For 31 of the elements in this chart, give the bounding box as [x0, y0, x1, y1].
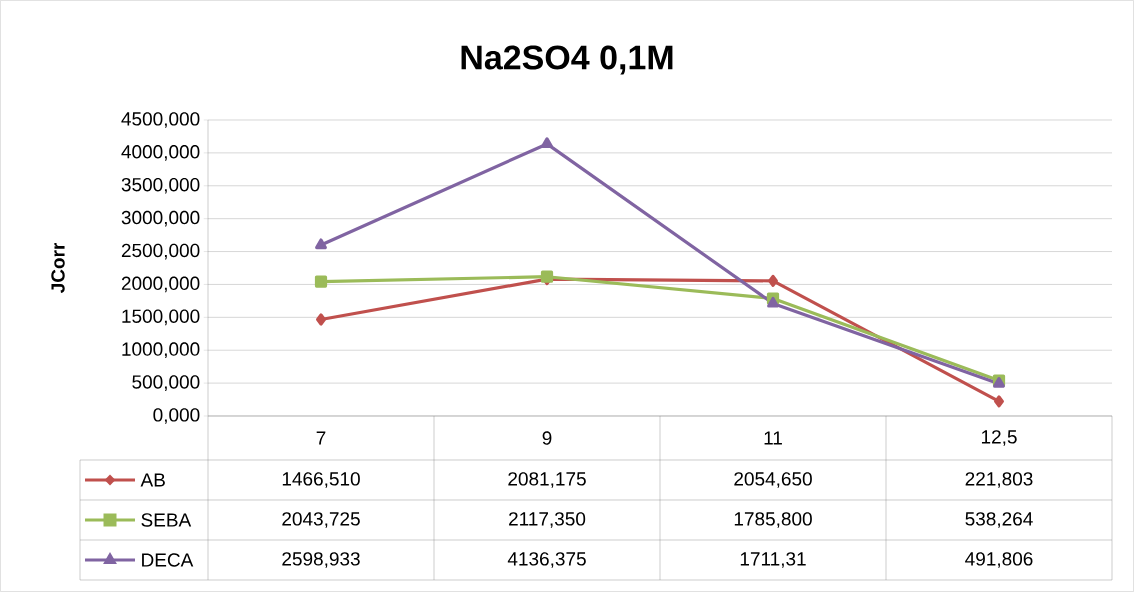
y-axis-title: JCorr: [51, 242, 65, 294]
y-tick-label: 2000,000: [121, 276, 200, 293]
data-label: 1711,31: [740, 552, 806, 568]
legend-label: DECA: [142, 553, 194, 567]
y-tick-label: 3000,000: [121, 210, 200, 227]
legend-label: AB: [140, 473, 165, 487]
data-label: 1466,510: [282, 472, 360, 488]
data-label: 491,806: [965, 552, 1033, 568]
x-tick-label: 9: [542, 431, 552, 445]
data-label: 2598,933: [282, 552, 360, 568]
chart-title: Na2SO4 0,1M: [461, 45, 673, 75]
data-label: 2054,650: [734, 472, 812, 488]
y-tick-label: 1500,000: [122, 309, 200, 326]
x-tick-label: 7: [316, 431, 326, 445]
y-tick-label: 1000,000: [122, 342, 200, 359]
y-tick-label: 4000,000: [121, 145, 200, 161]
y-tick-label: 3500,000: [121, 177, 200, 194]
data-label: 538,264: [965, 512, 1033, 528]
data-label: 2117,350: [509, 512, 586, 528]
data-label: 1785,800: [734, 512, 812, 528]
data-label: 2043,725: [282, 512, 360, 528]
y-tick-label: 0,000: [153, 408, 200, 424]
data-label: 2081,175: [508, 472, 586, 488]
x-tick-label: 12,5: [981, 430, 1017, 446]
data-label: 221,803: [965, 472, 1033, 488]
y-tick-label: 4500,000: [121, 112, 200, 128]
y-tick-label: 2500,000: [121, 243, 200, 260]
legend-label: SEBA: [141, 513, 192, 527]
y-tick-label: 500,000: [132, 375, 200, 391]
data-label: 4136,375: [507, 552, 586, 568]
x-tick-label: 11: [764, 431, 782, 445]
